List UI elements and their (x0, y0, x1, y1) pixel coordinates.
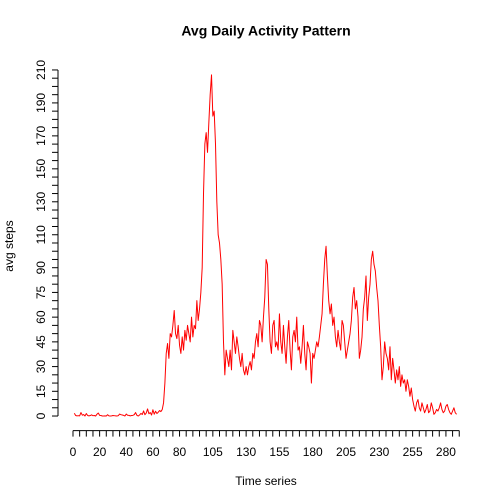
x-tick-label: 255 (403, 445, 423, 459)
y-tick-label: 90 (34, 261, 48, 275)
y-axis-label: avg steps (2, 220, 16, 271)
y-tick-label: 110 (34, 225, 48, 244)
y-tick-label: 45 (34, 335, 48, 349)
x-tick-label: 130 (236, 445, 256, 459)
data-line (73, 74, 457, 417)
x-tick-label: 230 (369, 445, 389, 459)
x-tick-label: 105 (203, 445, 223, 459)
y-tick-label: 60 (34, 310, 48, 324)
y-tick-label: 30 (34, 360, 48, 374)
x-tick-label: 155 (269, 445, 289, 459)
chart-title: Avg Daily Activity Pattern (181, 23, 350, 39)
x-tick-label: 80 (173, 445, 187, 459)
x-tick-label: 40 (120, 445, 134, 459)
y-tick-label: 130 (34, 191, 48, 211)
x-axis-label: Time series (235, 474, 297, 488)
y-tick-label: 75 (34, 285, 48, 299)
y-tick-label: 15 (34, 384, 48, 398)
x-tick-label: 180 (303, 445, 323, 459)
y-tick-label: 170 (34, 126, 48, 146)
x-tick-label: 205 (336, 445, 356, 459)
y-tick-label: 150 (34, 158, 48, 178)
x-tick-label: 0 (70, 445, 77, 459)
x-tick-label: 60 (146, 445, 160, 459)
y-tick-label: 190 (34, 93, 48, 113)
y-tick-label: 0 (34, 412, 48, 419)
y-tick-label: 210 (34, 60, 48, 80)
x-tick-label: 280 (436, 445, 456, 459)
x-tick-label: 20 (93, 445, 107, 459)
